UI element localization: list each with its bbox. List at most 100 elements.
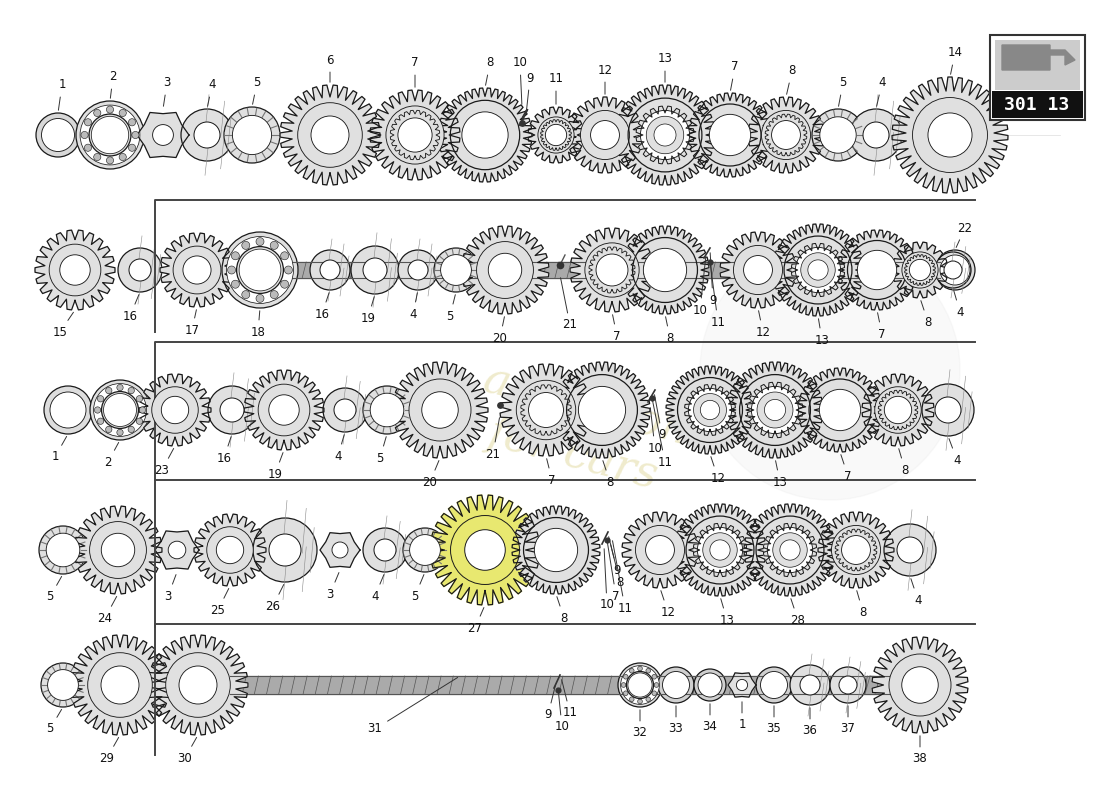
Circle shape <box>374 539 396 561</box>
Circle shape <box>94 110 101 117</box>
Circle shape <box>790 665 830 705</box>
Text: 26: 26 <box>265 585 284 613</box>
Polygon shape <box>727 362 823 458</box>
Circle shape <box>756 667 792 703</box>
Text: 8: 8 <box>485 57 494 86</box>
Circle shape <box>46 533 80 566</box>
Circle shape <box>409 379 471 441</box>
Text: 4: 4 <box>911 578 922 606</box>
Circle shape <box>935 397 961 423</box>
Text: 29: 29 <box>99 738 119 765</box>
Text: 11: 11 <box>652 401 672 469</box>
Polygon shape <box>392 362 488 458</box>
Circle shape <box>153 125 174 146</box>
Circle shape <box>117 384 123 390</box>
Circle shape <box>488 254 521 286</box>
Polygon shape <box>148 635 248 735</box>
Circle shape <box>129 118 135 126</box>
Text: 4: 4 <box>949 438 960 466</box>
Circle shape <box>227 237 294 303</box>
Circle shape <box>95 407 101 413</box>
Circle shape <box>140 407 145 413</box>
Polygon shape <box>554 362 650 458</box>
Text: 12: 12 <box>660 590 675 618</box>
Polygon shape <box>430 495 540 605</box>
Text: 11: 11 <box>711 265 726 329</box>
Circle shape <box>434 248 478 292</box>
Circle shape <box>268 394 299 426</box>
Circle shape <box>734 246 782 294</box>
Bar <box>230 262 940 278</box>
Circle shape <box>398 118 432 152</box>
Circle shape <box>585 243 639 297</box>
Circle shape <box>256 294 264 302</box>
Circle shape <box>795 247 840 293</box>
Circle shape <box>744 255 772 285</box>
Circle shape <box>646 535 674 565</box>
Text: 34: 34 <box>703 704 717 734</box>
Circle shape <box>771 121 801 150</box>
Text: 7: 7 <box>840 454 851 482</box>
Circle shape <box>850 109 902 161</box>
Polygon shape <box>688 93 772 177</box>
Circle shape <box>832 526 880 574</box>
Circle shape <box>371 393 404 427</box>
Polygon shape <box>566 97 644 173</box>
Polygon shape <box>70 635 170 735</box>
Text: 23: 23 <box>155 449 174 477</box>
Circle shape <box>106 387 112 394</box>
Text: 16: 16 <box>217 437 231 465</box>
Text: 9: 9 <box>608 537 620 577</box>
Circle shape <box>535 528 578 572</box>
Circle shape <box>80 105 140 165</box>
Circle shape <box>363 386 411 434</box>
Polygon shape <box>461 226 549 314</box>
Circle shape <box>128 387 134 394</box>
Text: 36: 36 <box>803 708 817 738</box>
Circle shape <box>647 116 684 154</box>
Text: 3: 3 <box>164 574 176 602</box>
Text: 5: 5 <box>411 574 424 602</box>
Circle shape <box>516 380 575 440</box>
Text: 13: 13 <box>719 598 735 626</box>
Text: 30: 30 <box>177 738 197 765</box>
Circle shape <box>820 117 856 154</box>
Circle shape <box>334 399 356 421</box>
Circle shape <box>922 384 974 436</box>
Circle shape <box>812 109 864 161</box>
Circle shape <box>128 426 134 433</box>
Circle shape <box>129 259 151 281</box>
Point <box>492 398 509 411</box>
Text: 4: 4 <box>208 78 216 106</box>
Polygon shape <box>194 514 266 586</box>
Circle shape <box>50 392 86 428</box>
Circle shape <box>222 232 298 308</box>
Circle shape <box>363 528 407 572</box>
Circle shape <box>106 426 112 433</box>
Circle shape <box>646 669 650 673</box>
Text: 15: 15 <box>53 312 74 338</box>
Circle shape <box>129 144 135 151</box>
Circle shape <box>280 252 288 260</box>
Text: 20: 20 <box>493 317 507 345</box>
Text: 5: 5 <box>376 437 386 465</box>
Text: 17: 17 <box>185 310 199 337</box>
Circle shape <box>101 666 139 704</box>
Text: 13: 13 <box>815 318 829 346</box>
Circle shape <box>242 242 250 250</box>
Circle shape <box>644 248 686 292</box>
Circle shape <box>940 255 970 285</box>
Text: 18: 18 <box>251 310 265 338</box>
Text: 10: 10 <box>600 549 615 611</box>
Polygon shape <box>35 230 116 310</box>
Circle shape <box>820 390 860 430</box>
Text: 16: 16 <box>315 293 330 321</box>
Circle shape <box>232 115 272 154</box>
Text: 38: 38 <box>913 736 927 766</box>
Text: 8: 8 <box>921 301 932 329</box>
Polygon shape <box>835 529 877 571</box>
Polygon shape <box>674 504 766 596</box>
Circle shape <box>94 154 101 161</box>
Circle shape <box>310 250 350 290</box>
Polygon shape <box>728 673 756 697</box>
